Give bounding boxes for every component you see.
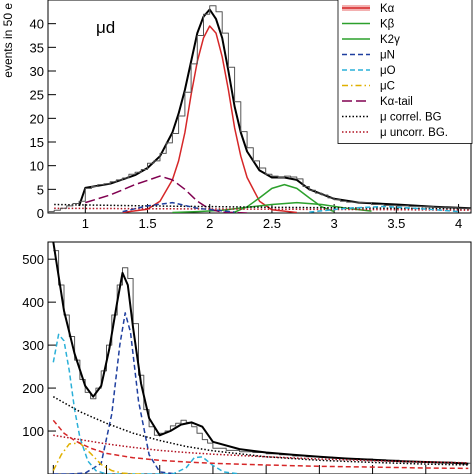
bottom-series-group bbox=[52, 242, 471, 474]
x-tick-label: 4 bbox=[455, 216, 462, 231]
series-c-line bbox=[52, 442, 144, 474]
series-uncorr-bg-line bbox=[53, 434, 469, 464]
bottom-plot-frame bbox=[47, 241, 472, 474]
series-fit-line bbox=[52, 242, 469, 465]
y-tick-label: 25 bbox=[30, 88, 44, 103]
top-panel-label: μd bbox=[96, 18, 115, 37]
y-tick-label: 200 bbox=[22, 381, 44, 396]
y-tick-label: 20 bbox=[30, 111, 44, 126]
top-y-axis: 0 5 10 15 20 25 30 35 40 bbox=[30, 17, 56, 221]
series-k2-line bbox=[172, 201, 372, 213]
y-tick-label: 5 bbox=[37, 182, 44, 197]
x-tick-label: 3 bbox=[331, 216, 338, 231]
legend-label-o: μO bbox=[380, 65, 396, 77]
legend-label-k-tail: Kα-tail bbox=[380, 96, 413, 108]
legend-label-k: Kβ bbox=[380, 19, 395, 31]
x-tick-label: 1.5 bbox=[138, 216, 156, 231]
bottom-y-axis: 100 200 300 400 500 bbox=[22, 252, 56, 439]
x-tick-label: 2 bbox=[206, 216, 213, 231]
series-k-series-line bbox=[52, 419, 469, 470]
series-correl-bg-line bbox=[54, 203, 471, 210]
series-n-line bbox=[53, 312, 176, 474]
legend-label-correl-bg: μ correl. BG bbox=[380, 112, 442, 124]
legend-label-k: Kα bbox=[380, 3, 395, 15]
y-tick-label: 500 bbox=[22, 252, 44, 267]
x-tick-label: 2.5 bbox=[263, 216, 281, 231]
series-data-line bbox=[53, 250, 471, 464]
legend-label-uncorr-bg: μ uncorr. BG. bbox=[380, 127, 448, 139]
series-k-line bbox=[234, 183, 335, 213]
top-series-group bbox=[48, 5, 471, 213]
x-tick-label: 3.5 bbox=[387, 216, 405, 231]
y-tick-label: 300 bbox=[22, 338, 44, 353]
series-n-line bbox=[122, 201, 235, 213]
legend: Kα Kβ K2γ μN μO μC Kα-tail μ correl. BG μ uncorr… bbox=[337, 0, 473, 144]
top-x-axis: 1 1.5 2 2.5 3 3.5 4 bbox=[82, 204, 462, 231]
series-data-line bbox=[48, 5, 471, 213]
series-k-tail-line bbox=[85, 175, 248, 213]
y-tick-label: 15 bbox=[30, 135, 44, 150]
y-tick-label: 0 bbox=[37, 206, 44, 221]
legend-label-n: μN bbox=[380, 50, 395, 62]
y-tick-label: 10 bbox=[30, 159, 44, 174]
y-tick-label: 35 bbox=[30, 40, 44, 55]
x-tick-label: 1 bbox=[82, 216, 89, 231]
series-o-line bbox=[309, 205, 459, 213]
y-tick-label: 30 bbox=[30, 64, 44, 79]
top-y-axis-title: events in 50 e bbox=[1, 3, 15, 78]
series-o-line bbox=[52, 333, 240, 474]
bottom-x-axis: 4681012141618 bbox=[52, 465, 427, 474]
y-tick-label: 100 bbox=[22, 424, 44, 439]
top-panel: 0 5 10 15 20 25 30 35 40 1 1.5 2 2.5 3 3.5 4 μd events… bbox=[1, 0, 473, 231]
bottom-panel: 100 200 300 400 500 4681012141618 bbox=[22, 241, 472, 474]
series-uncorr-bg-line bbox=[54, 207, 471, 211]
series-k-line bbox=[122, 25, 297, 213]
legend-label-k2: K2γ bbox=[380, 34, 400, 46]
y-tick-label: 40 bbox=[30, 17, 44, 32]
y-tick-label: 400 bbox=[22, 295, 44, 310]
legend-label-c: μC bbox=[380, 81, 395, 93]
